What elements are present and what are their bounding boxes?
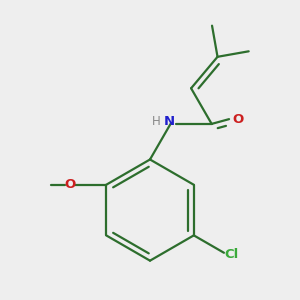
Text: N: N xyxy=(164,115,175,128)
Text: H: H xyxy=(152,115,161,128)
Text: Cl: Cl xyxy=(225,248,239,261)
Text: O: O xyxy=(64,178,75,190)
Text: O: O xyxy=(232,112,244,126)
